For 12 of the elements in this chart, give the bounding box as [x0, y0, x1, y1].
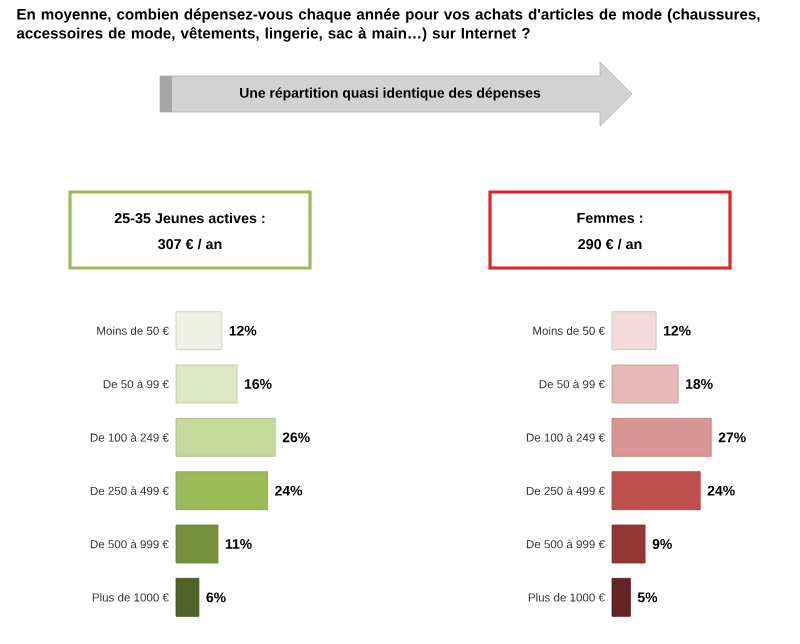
bar — [611, 417, 712, 457]
bar — [175, 471, 268, 511]
bar — [611, 524, 646, 564]
bar — [175, 364, 238, 404]
bar — [611, 311, 657, 351]
bar — [175, 524, 219, 564]
bar — [175, 417, 276, 457]
bar — [611, 577, 631, 617]
bar — [611, 364, 679, 404]
bar — [611, 471, 701, 511]
bar — [175, 311, 223, 351]
bar — [175, 577, 200, 617]
